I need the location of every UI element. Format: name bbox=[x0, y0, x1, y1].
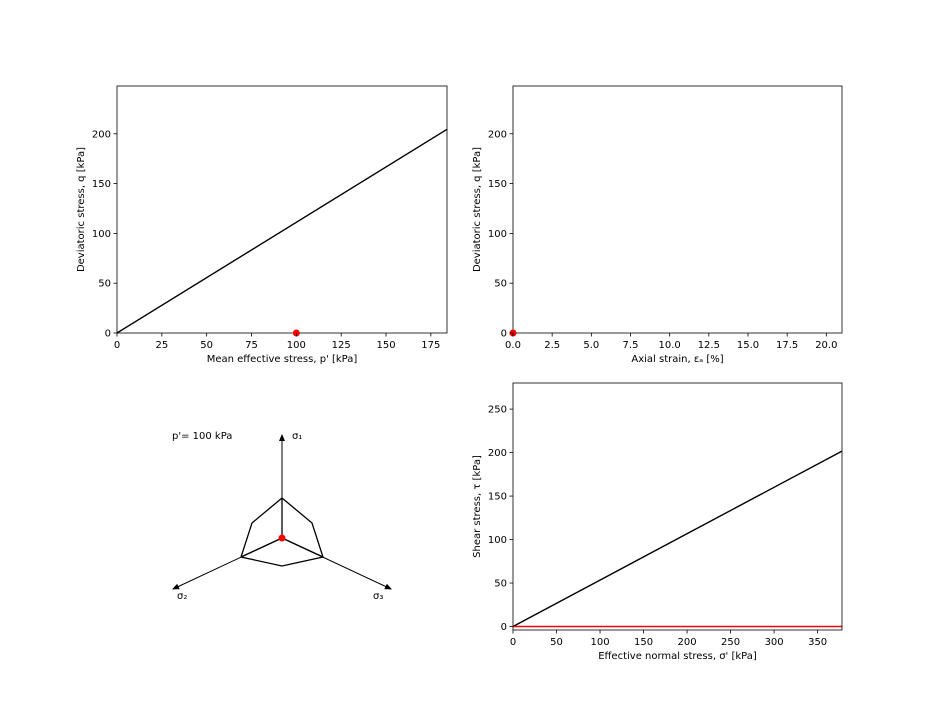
x-tick-label: 0 bbox=[114, 340, 120, 351]
y-tick-label: 50 bbox=[494, 579, 507, 590]
surface-spoke-3 bbox=[281, 537, 324, 558]
y-tick-label: 200 bbox=[92, 129, 111, 140]
plot-frame bbox=[512, 382, 843, 631]
series-line-0 bbox=[512, 450, 843, 628]
sigma3-label: σ₃ bbox=[373, 591, 383, 602]
x-tick-label: 12.5 bbox=[698, 340, 720, 351]
x-tick-label: 300 bbox=[765, 637, 784, 648]
x-tick-label: 200 bbox=[678, 637, 697, 648]
y-tick-label: 100 bbox=[488, 535, 507, 546]
stress-state-point bbox=[278, 534, 286, 542]
x-tick-label: 100 bbox=[287, 340, 306, 351]
x-tick-label: 50 bbox=[200, 340, 213, 351]
plot-frame bbox=[116, 85, 448, 334]
y-axis-label: Shear stress, τ [kPa] bbox=[472, 455, 483, 558]
y-tick-label: 150 bbox=[488, 179, 507, 190]
y-tick-label: 200 bbox=[488, 448, 507, 459]
y-tick-label: 150 bbox=[488, 492, 507, 503]
x-tick-label: 50 bbox=[550, 637, 563, 648]
y-tick-label: 50 bbox=[494, 279, 507, 290]
x-tick-label: 75 bbox=[245, 340, 258, 351]
q-strain-plot: 0.0 2.5 5.0 7.5 10.0 12.5 15.0 17.5 20.0 0 50 100 15… bbox=[472, 85, 843, 365]
x-tick-label: 5.0 bbox=[583, 340, 599, 351]
surface-spoke-2 bbox=[240, 537, 283, 558]
x-axis-label: Mean effective stress, p' [kPa] bbox=[207, 354, 358, 365]
y-tick-label: 150 bbox=[92, 179, 111, 190]
y-tick-label: 0 bbox=[501, 329, 507, 340]
y-tick-label: 100 bbox=[488, 229, 507, 240]
x-tick-label: 250 bbox=[721, 637, 740, 648]
x-axis-label: Axial strain, εₐ [%] bbox=[631, 354, 723, 365]
sigma2-label: σ₂ bbox=[177, 591, 187, 602]
y-tick-label: 250 bbox=[488, 405, 507, 416]
x-tick-label: 175 bbox=[421, 340, 440, 351]
x-tick-label: 7.5 bbox=[623, 340, 639, 351]
x-tick-label: 20.0 bbox=[815, 340, 837, 351]
x-tick-label: 25 bbox=[155, 340, 168, 351]
failure-surface bbox=[240, 497, 324, 567]
q-p-plot: 0 25 50 75 100 125 150 175 0 50 100 150 200 Mean effe… bbox=[76, 85, 448, 365]
x-tick-label: 350 bbox=[808, 637, 827, 648]
pressure-label: p'= 100 kPa bbox=[172, 431, 232, 442]
y-tick-label: 100 bbox=[92, 229, 111, 240]
deviatoric-plane-diagram: p'= 100 kPa σ₁ σ₂ σ₃ bbox=[172, 431, 392, 602]
y-axis-label: Deviatoric stress, q [kPa] bbox=[472, 147, 483, 272]
x-axis-label: Effective normal stress, σ' [kPa] bbox=[598, 651, 757, 662]
x-tick-label: 10.0 bbox=[659, 340, 681, 351]
y-tick-label: 0 bbox=[501, 622, 507, 633]
plot-frame bbox=[512, 85, 843, 334]
x-tick-label: 2.5 bbox=[544, 340, 560, 351]
y-tick-label: 0 bbox=[105, 329, 111, 340]
series-line-0 bbox=[116, 128, 448, 334]
x-tick-label: 15.0 bbox=[737, 340, 759, 351]
sigma1-label: σ₁ bbox=[292, 431, 302, 442]
x-tick-label: 17.5 bbox=[776, 340, 798, 351]
x-tick-label: 100 bbox=[590, 637, 609, 648]
x-tick-label: 0 bbox=[510, 637, 516, 648]
y-axis-label: Deviatoric stress, q [kPa] bbox=[76, 147, 87, 272]
y-tick-label: 200 bbox=[488, 129, 507, 140]
x-tick-label: 125 bbox=[332, 340, 351, 351]
x-tick-label: 0.0 bbox=[505, 340, 521, 351]
x-tick-label: 150 bbox=[634, 637, 653, 648]
x-tick-label: 150 bbox=[376, 340, 395, 351]
mohr-plot: 0 50 100 150 200 250 300 350 0 50 100 150 200 250 Effe… bbox=[472, 382, 843, 662]
y-tick-label: 50 bbox=[98, 279, 111, 290]
